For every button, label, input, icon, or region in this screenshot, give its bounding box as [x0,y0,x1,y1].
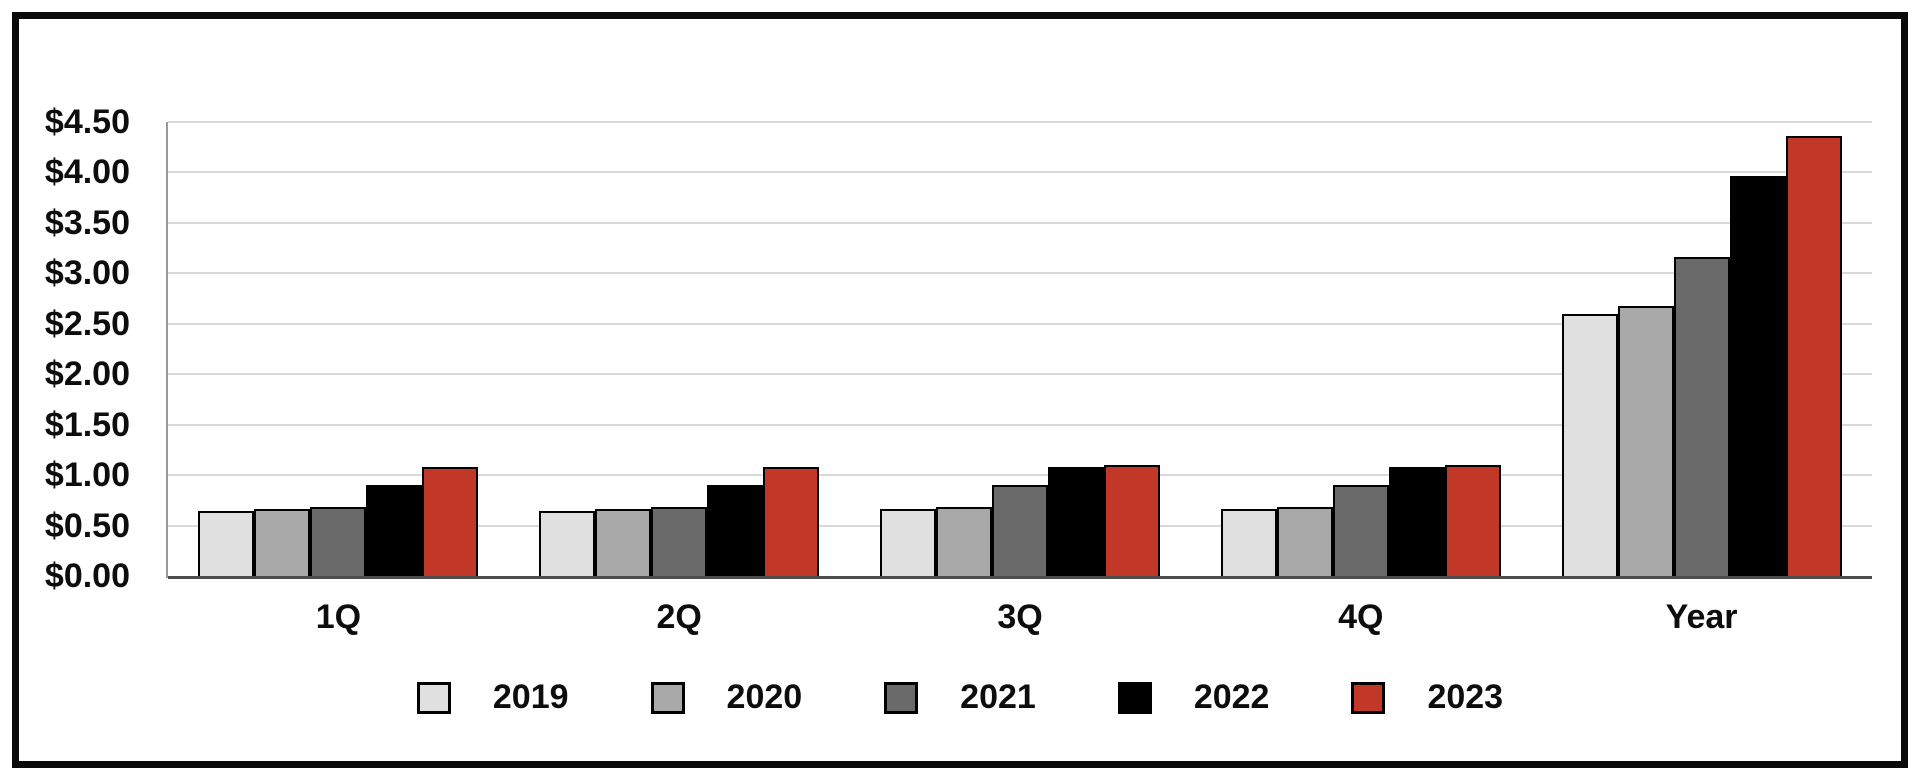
gridline [168,272,1872,275]
bar-2021-4Q [1332,485,1389,576]
bar-2020-4Q [1276,507,1333,576]
gridline [168,423,1872,426]
bar-2022-Year [1729,176,1786,576]
bar-2023-1Q [422,467,479,576]
bar-2020-2Q [595,509,652,576]
bar-2022-1Q [366,485,423,576]
legend-item-2022: 2022 [1117,678,1270,717]
legend-item-2019: 2019 [416,678,569,717]
bar-2019-4Q [1220,509,1277,576]
x-axis-category-label: Year [1665,598,1738,636]
bar-2019-1Q [198,511,255,576]
legend-item-2023: 2023 [1351,678,1503,717]
y-axis-tick-label: $3.00 [44,254,130,293]
legend-label: 2022 [1193,678,1270,716]
bar-2023-2Q [763,467,820,576]
plot-area [166,121,1872,579]
y-axis-tick-label: $0.50 [44,506,130,545]
bar-2023-3Q [1104,465,1160,576]
legend-swatch-2022 [1117,681,1152,714]
bar-2021-2Q [651,507,708,576]
legend-label: 2021 [960,678,1036,716]
x-axis-category-label: 3Q [997,598,1043,636]
bar-2019-3Q [880,509,936,576]
bar-2019-Year [1561,313,1618,576]
x-axis-baseline [168,576,1872,579]
y-axis-tick-label: $0.00 [44,557,130,595]
y-axis-tick-label: $4.50 [44,103,130,141]
y-axis-tick-label: $2.50 [44,304,130,343]
gridline [168,322,1872,325]
legend-swatch-2020 [650,681,685,714]
legend: 2019 2020 2021 2022 2023 [0,678,1920,717]
bar-2021-3Q [992,485,1048,576]
x-axis-category-label: 2Q [656,598,702,636]
y-axis-tick-label: $2.00 [44,355,130,394]
y-axis-line [166,122,168,578]
legend-swatch-2019 [416,681,451,714]
legend-label: 2020 [726,678,803,716]
bar-2019-2Q [539,511,596,576]
y-axis: $0.00 $0.50 $1.00 $1.50 $2.00 $2.50 $3.00 $3.50… [0,0,130,778]
x-axis-category-label: 1Q [315,598,362,636]
legend-item-2020: 2020 [650,678,803,717]
legend-label: 2019 [492,678,569,716]
bar-2022-2Q [707,485,764,576]
gridline [168,373,1872,376]
gridline [168,474,1872,477]
y-axis-tick-label: $1.50 [44,405,130,444]
gridline [168,171,1872,174]
legend-swatch-2021 [884,681,919,714]
legend-swatch-2023 [1351,681,1386,714]
y-axis-tick-label: $1.00 [44,456,130,495]
bar-2020-3Q [936,507,992,576]
y-axis-tick-label: $4.00 [44,153,130,192]
bar-2020-Year [1617,305,1674,576]
y-axis-tick-label: $3.50 [44,203,130,242]
x-axis-category-labels: 1Q 2Q 3Q 4Q Year [168,598,1872,638]
bar-2022-4Q [1388,467,1445,576]
legend-item-2021: 2021 [884,678,1036,717]
x-axis-category-label: 4Q [1338,598,1384,636]
gridline [168,121,1872,123]
bar-2021-1Q [310,507,367,576]
bar-2022-3Q [1048,467,1104,576]
bar-2023-Year [1785,136,1842,576]
gridline [168,221,1872,224]
legend-label: 2023 [1427,678,1504,716]
bar-2020-1Q [254,509,311,576]
bar-2023-4Q [1444,465,1501,576]
bar-2021-Year [1673,257,1730,576]
